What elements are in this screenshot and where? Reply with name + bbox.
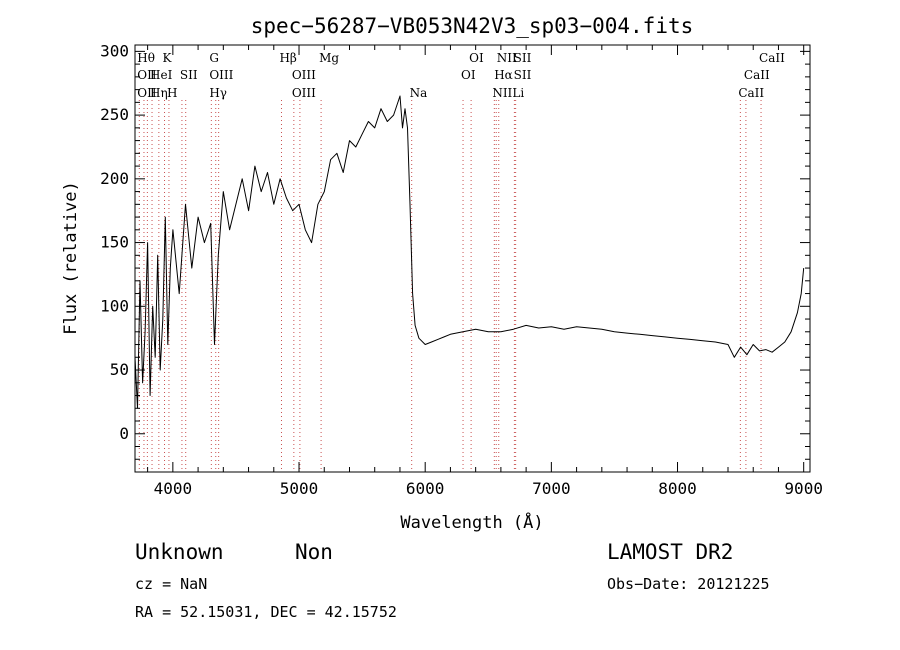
object-subclass: Non — [295, 540, 333, 564]
chart-title: spec−56287−VB053N42V3_sp03−004.fits — [251, 14, 694, 38]
line-marker-label: OII — [137, 86, 157, 100]
x-tick-label: 9000 — [784, 479, 823, 498]
line-marker-label: Hα — [494, 68, 513, 82]
survey-name: LAMOST DR2 — [607, 540, 734, 564]
line-marker-label: CaII — [744, 68, 770, 82]
x-tick-label: 4000 — [154, 479, 193, 498]
y-axis-label: Flux (relative) — [61, 181, 81, 335]
y-tick-label: 200 — [100, 169, 129, 188]
y-tick-label: 50 — [110, 360, 129, 379]
obs-date: Obs−Date: 20121225 — [607, 575, 770, 593]
line-marker-label: Mg — [319, 51, 339, 65]
coordinates-readout: RA = 52.15031, DEC = 42.15752 — [135, 603, 397, 621]
line-marker-label: SII — [514, 51, 532, 65]
x-tick-label: 7000 — [532, 479, 571, 498]
y-tick-label: 150 — [100, 233, 129, 252]
line-marker-label: Hη — [150, 86, 168, 100]
line-marker-label: CaII — [738, 86, 764, 100]
line-marker-label: OIII — [209, 68, 233, 82]
line-marker-label: SII — [180, 68, 198, 82]
line-marker-label: Na — [410, 86, 428, 100]
x-tick-label: 6000 — [406, 479, 445, 498]
y-tick-label: 100 — [100, 296, 129, 315]
line-marker-label: HeI — [150, 68, 173, 82]
line-marker-label: Li — [512, 86, 524, 100]
line-marker-label: H — [167, 86, 177, 100]
line-marker-label: Hβ — [279, 51, 296, 65]
object-type: Unknown — [135, 540, 224, 564]
redshift-readout: cz = NaN — [135, 575, 208, 593]
line-marker-label: OI — [469, 51, 484, 65]
line-marker-label: Hθ — [137, 51, 155, 65]
x-axis-label: Wavelength (Å) — [400, 511, 543, 533]
line-marker-label: OI — [461, 68, 476, 82]
y-tick-label: 0 — [119, 424, 129, 443]
line-marker-label: Hγ — [209, 86, 227, 100]
plot-frame — [134, 44, 811, 473]
axes: 4000 5000 6000 7000 8000 9000 0 50 100 150 200 250 3… — [100, 41, 823, 498]
y-tick-label: 300 — [100, 41, 129, 60]
line-marker-label: SII — [514, 68, 532, 82]
x-tick-label: 5000 — [280, 479, 319, 498]
line-marker-label: G — [209, 51, 219, 65]
x-tick-label: 8000 — [658, 479, 697, 498]
line-marker-label: NII — [492, 86, 512, 100]
line-marker-label: NII — [497, 51, 517, 65]
line-marker-label: OII — [137, 68, 157, 82]
line-marker-label: K — [163, 51, 173, 65]
spectrum-series — [134, 95, 805, 409]
line-markers: HθOIIOIIHeIHηKHSIIGOIIIHγHβOIIIOIIIMgNaO… — [137, 51, 785, 472]
line-marker-label: OIII — [292, 86, 316, 100]
spectrum-line-0 — [134, 95, 805, 409]
line-marker-label: OIII — [292, 68, 316, 82]
y-tick-label: 250 — [100, 105, 129, 124]
line-marker-label: CaII — [759, 51, 785, 65]
